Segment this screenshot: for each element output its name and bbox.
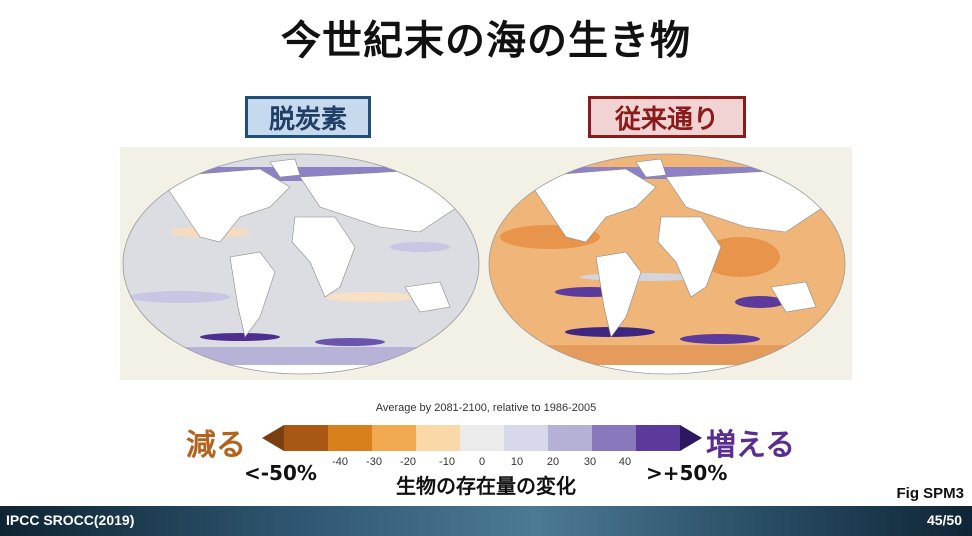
colorbar-arrow-left	[262, 425, 284, 451]
colorbar-arrow-right	[680, 425, 702, 451]
map-low-emissions	[122, 153, 480, 375]
scenario-high-emissions-label: 従来通り	[588, 96, 746, 138]
world-maps-figure	[122, 153, 846, 375]
average-period-note: Average by 2081-2100, relative to 1986-2…	[375, 402, 597, 414]
colorbar-cell	[592, 425, 637, 451]
colorbar-tick: -40	[332, 456, 348, 468]
colorbar-tick: 20	[546, 456, 560, 468]
colorbar-cell	[284, 425, 329, 451]
colorbar-tick: 40	[618, 456, 632, 468]
footer-bar: IPCC SROCC(2019) 45/50	[0, 506, 972, 536]
colorbar-tick: 0	[478, 456, 486, 468]
colorbar-max-label: >+50%	[646, 461, 728, 485]
colorbar	[262, 425, 702, 451]
scenario-low-emissions-label: 脱炭素	[245, 96, 371, 138]
page-number: 45/50	[926, 512, 962, 528]
colorbar-tick: 30	[583, 456, 597, 468]
colorbar-tick: -20	[400, 456, 416, 468]
colorbar-caption: 生物の存在量の変化	[396, 474, 576, 498]
colorbar-cell	[416, 425, 461, 451]
colorbar-cell	[328, 425, 373, 451]
colorbar-cell	[636, 425, 681, 451]
slide-title: 今世紀末の海の生き物	[281, 18, 691, 64]
colorbar-tick: -30	[366, 456, 382, 468]
colorbar-min-label: <-50%	[244, 461, 317, 485]
colorbar-tick: 10	[510, 456, 524, 468]
increase-label: 増える	[706, 428, 796, 463]
colorbar-cell	[460, 425, 505, 451]
colorbar-cell	[548, 425, 593, 451]
figure-reference: Fig SPM3	[896, 485, 964, 502]
colorbar-cell	[372, 425, 417, 451]
colorbar-tick: -10	[439, 456, 455, 468]
colorbar-cell	[504, 425, 549, 451]
map-high-emissions	[488, 153, 846, 375]
footer-source: IPCC SROCC(2019)	[6, 512, 135, 528]
decrease-label: 減る	[186, 428, 246, 463]
